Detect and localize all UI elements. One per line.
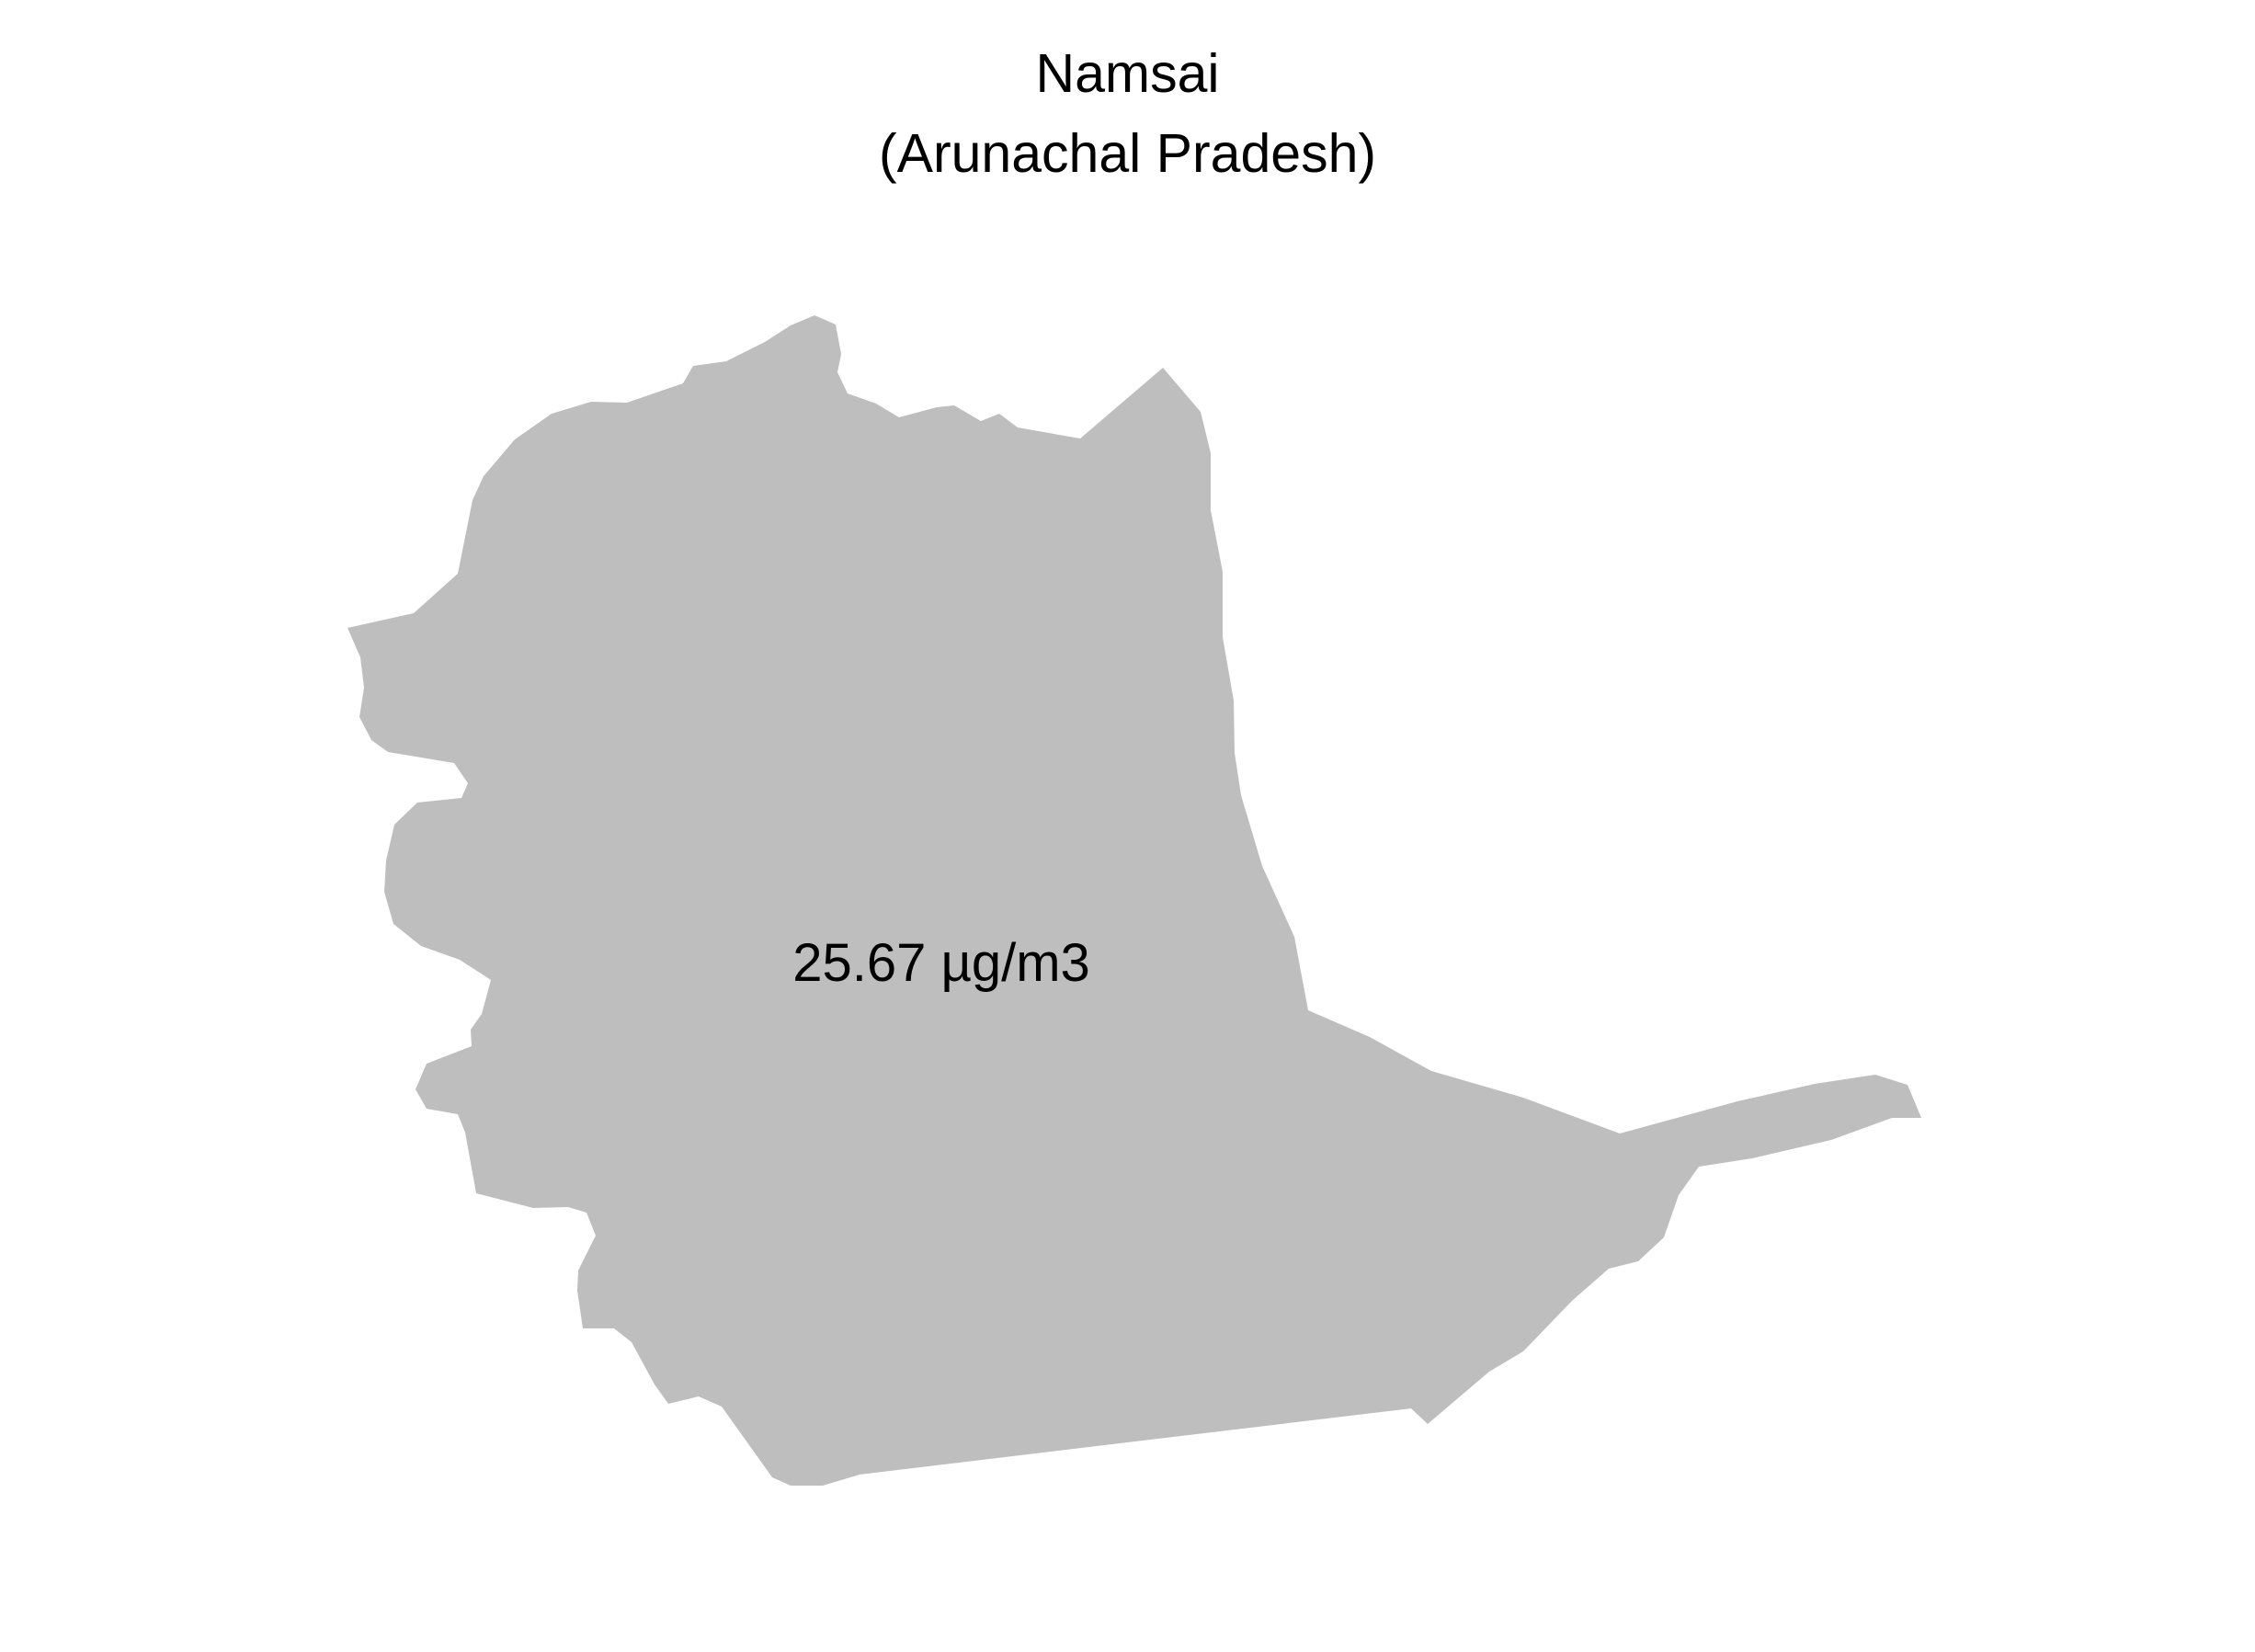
- map-title: Namsai: [1035, 43, 1220, 104]
- district-region-shape: [347, 315, 1921, 1486]
- map-subtitle: (Arunachal Pradesh): [878, 123, 1377, 184]
- pollution-value-label: 25.67 µg/m3: [792, 933, 1090, 993]
